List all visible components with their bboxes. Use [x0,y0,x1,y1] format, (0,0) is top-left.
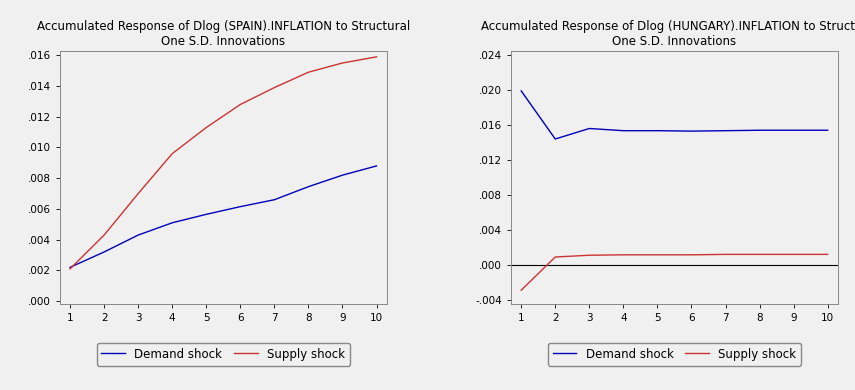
Demand shock [584,126,594,131]
Supply shock [201,125,211,130]
Demand shock [823,128,833,133]
Demand shock [652,128,663,133]
Supply shock [788,252,799,257]
Demand shock [167,220,177,225]
Demand shock [687,129,697,133]
Line: Supply shock: Supply shock [522,254,828,290]
Demand shock [788,128,799,133]
Title: Accumulated Response of Dlog (SPAIN).INFLATION to Structural
One S.D. Innovation: Accumulated Response of Dlog (SPAIN).INF… [37,20,410,48]
Demand shock [338,173,348,177]
Line: Demand shock: Demand shock [522,91,828,139]
Demand shock [550,136,560,141]
Demand shock [371,163,381,168]
Supply shock [167,151,177,156]
Demand shock [516,89,527,93]
Legend: Demand shock, Supply shock: Demand shock, Supply shock [548,343,801,365]
Demand shock [721,128,731,133]
Supply shock [338,61,348,66]
Line: Demand shock: Demand shock [70,166,376,267]
Demand shock [235,204,245,209]
Line: Supply shock: Supply shock [70,57,376,269]
Supply shock [618,252,628,257]
Demand shock [201,212,211,217]
Demand shock [65,265,75,269]
Supply shock [584,253,594,257]
Supply shock [516,288,527,292]
Demand shock [99,250,109,254]
Demand shock [133,233,144,238]
Supply shock [133,191,144,196]
Supply shock [550,255,560,259]
Demand shock [618,128,628,133]
Supply shock [687,252,697,257]
Supply shock [269,85,280,90]
Demand shock [304,184,314,189]
Legend: Demand shock, Supply shock: Demand shock, Supply shock [97,343,350,365]
Supply shock [754,252,764,257]
Supply shock [235,102,245,107]
Demand shock [754,128,764,133]
Supply shock [652,252,663,257]
Supply shock [823,252,833,257]
Supply shock [304,70,314,74]
Supply shock [99,233,109,238]
Supply shock [65,266,75,271]
Supply shock [721,252,731,257]
Demand shock [269,197,280,202]
Title: Accumulated Response of Dlog (HUNGARY).INFLATION to Structur
One S.D. Innovation: Accumulated Response of Dlog (HUNGARY).I… [481,20,855,48]
Supply shock [371,55,381,59]
